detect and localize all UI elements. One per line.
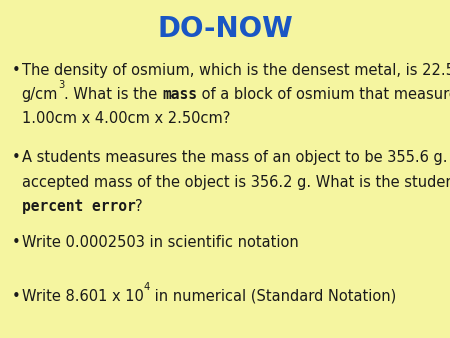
Text: percent error: percent error — [22, 199, 135, 214]
Text: 1.00cm x 4.00cm x 2.50cm?: 1.00cm x 4.00cm x 2.50cm? — [22, 111, 230, 126]
Text: 4: 4 — [144, 282, 150, 292]
Text: •: • — [11, 289, 20, 304]
Text: •: • — [11, 235, 20, 250]
Text: Write 0.0002503 in scientific notation: Write 0.0002503 in scientific notation — [22, 235, 298, 250]
Text: •: • — [11, 63, 20, 77]
Text: in numerical (Standard Notation): in numerical (Standard Notation) — [150, 289, 396, 304]
Text: . What is the: . What is the — [64, 87, 162, 102]
Text: mass: mass — [162, 87, 197, 102]
Text: •: • — [11, 150, 20, 165]
Text: A students measures the mass of an object to be 355.6 g. The: A students measures the mass of an objec… — [22, 150, 450, 165]
Text: accepted mass of the object is 356.2 g. What is the students: accepted mass of the object is 356.2 g. … — [22, 175, 450, 190]
Text: The density of osmium, which is the densest metal, is 22.57: The density of osmium, which is the dens… — [22, 63, 450, 77]
Text: 3: 3 — [58, 80, 64, 90]
Text: Write 8.601 x 10: Write 8.601 x 10 — [22, 289, 144, 304]
Text: g/cm: g/cm — [22, 87, 58, 102]
Text: DO-NOW: DO-NOW — [157, 15, 293, 43]
Text: of a block of osmium that measures: of a block of osmium that measures — [197, 87, 450, 102]
Text: ?: ? — [135, 199, 143, 214]
